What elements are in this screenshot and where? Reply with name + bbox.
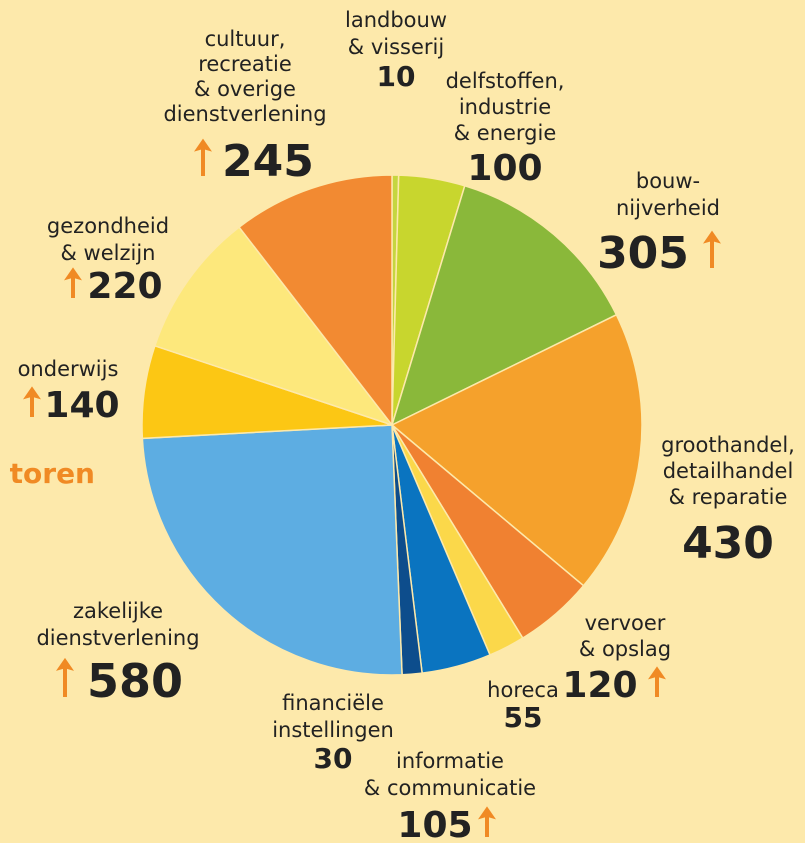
slice-label: dienstverlening [163,102,326,126]
growth-arrow [64,267,82,298]
slice-label: informatie [396,749,504,773]
slice-label: vervoer [585,611,666,635]
growth-arrow [703,230,721,268]
slice-label: & welzijn [61,241,156,265]
slice-label: landbouw [345,8,447,32]
slice-label: onderwijs [18,357,119,381]
slice-label: horeca [487,678,559,702]
slice-label: & visserij [348,35,444,59]
slice-label: industrie [459,95,551,119]
value-label: 55 [504,701,543,734]
value-label: 245 [222,136,314,187]
value-label: 10 [377,60,416,93]
growth-arrow [194,138,212,176]
slice-label: detailhandel [663,459,794,483]
slice-label: & reparatie [669,485,788,509]
slice [390,313,643,587]
value-label: 580 [87,654,183,708]
value-label: 220 [87,266,162,307]
slice-label: financiële [282,691,384,715]
slice-label: nijverheid [616,196,720,220]
slice [141,424,403,676]
slice-label: & communicatie [364,776,536,800]
slice-label: zakelijke [73,599,163,623]
slice [153,226,395,427]
slice-label: & opslag [579,637,671,661]
growth-arrow [478,806,496,837]
value-label: 305 [597,228,689,279]
slice-label: groothandel, [661,433,795,457]
slice-label: delfstoffen, [446,69,565,93]
slice-label: recreatie [198,52,292,76]
value-label: 430 [682,518,774,569]
value-label: 120 [562,665,637,706]
value-label: 105 [397,805,472,843]
slice-label: instellingen [272,718,394,742]
slice-label: & energie [454,121,557,145]
slice [390,184,618,427]
value-label: 30 [314,742,353,775]
slice-label: & overige [194,77,296,101]
value-label: 140 [44,385,119,426]
slice-label: gezondheid [47,214,169,238]
slice-label: dienstverlening [36,626,199,650]
growth-arrow [648,666,666,697]
chart-title: toren [10,457,95,490]
slice [238,174,393,428]
slice-label: bouw- [636,169,700,193]
growth-arrow [56,657,74,697]
slice-label: cultuur, [205,27,286,51]
value-label: 100 [467,148,542,189]
growth-arrow [23,386,41,417]
